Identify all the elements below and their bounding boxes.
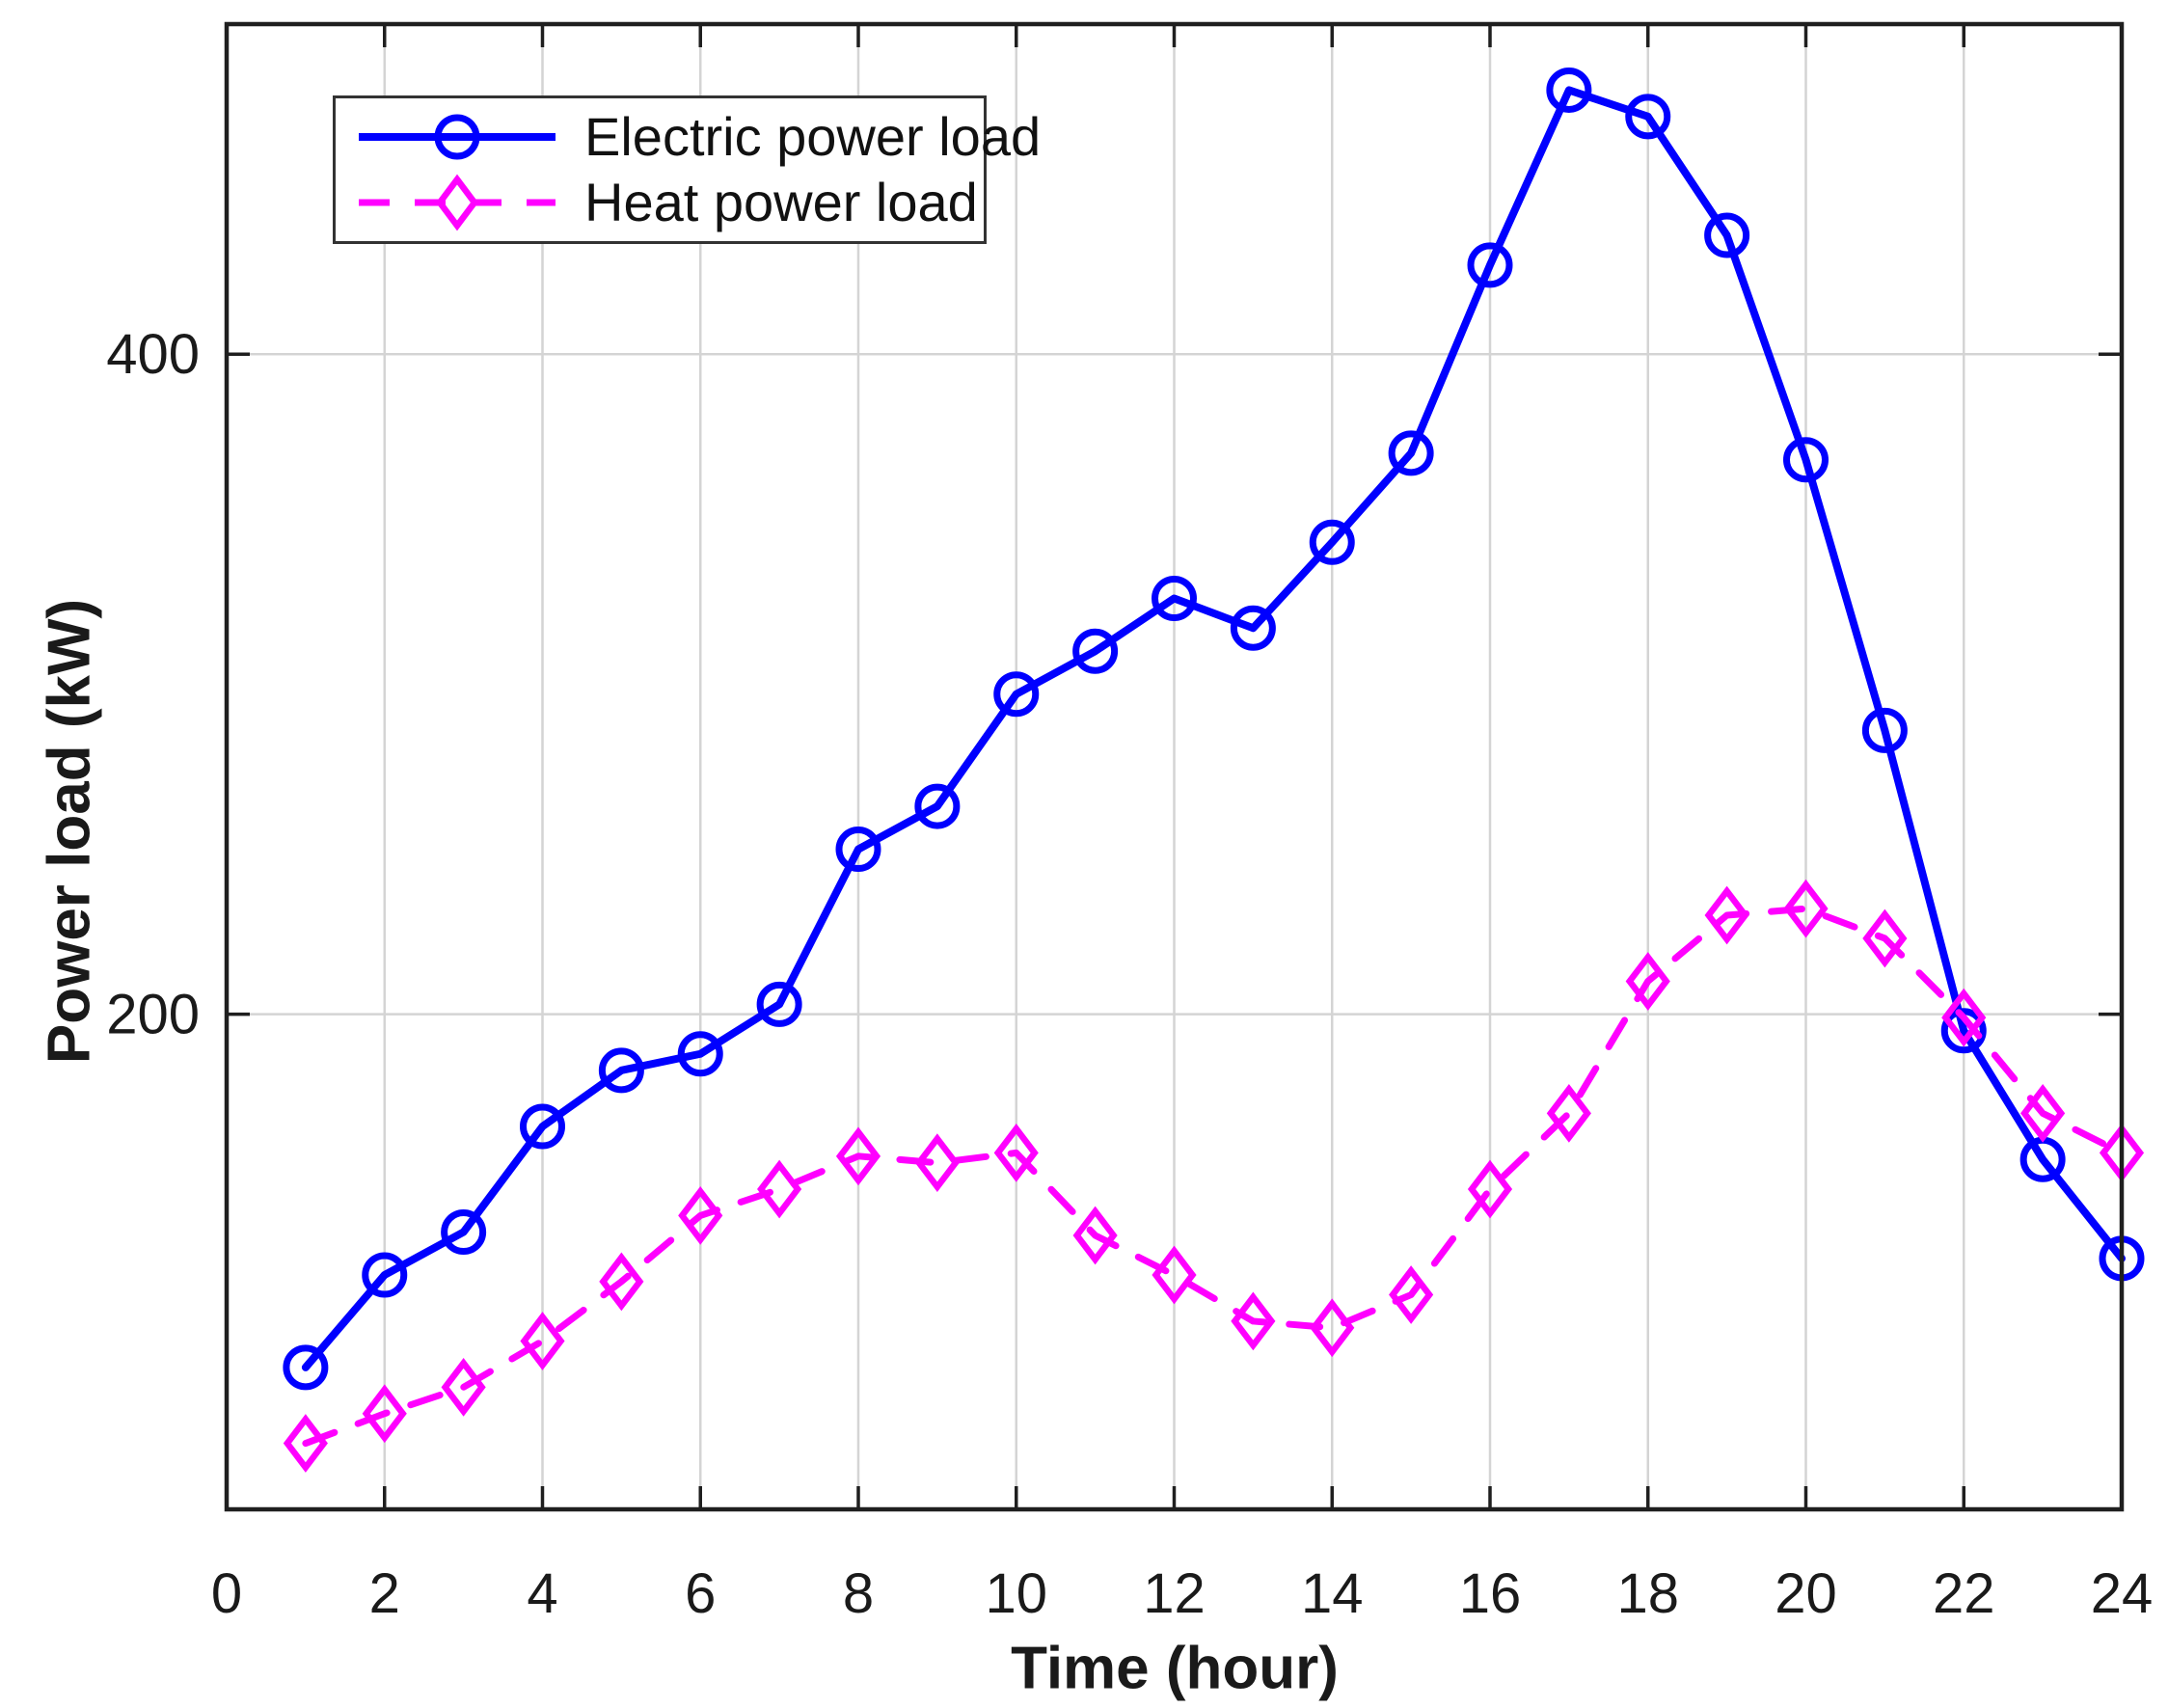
marker-circle bbox=[598, 1047, 644, 1094]
marker-diamond bbox=[2020, 1083, 2066, 1143]
y-axis-title: Power load (kW) bbox=[36, 598, 103, 1065]
marker-circle bbox=[1467, 242, 1513, 288]
x-tick-label: 16 bbox=[1459, 1562, 1522, 1625]
marker-circle bbox=[1230, 605, 1276, 651]
marker-diamond bbox=[520, 1312, 565, 1370]
legend: Electric power load Heat power load bbox=[333, 95, 1041, 244]
x-tick-label: 18 bbox=[1616, 1562, 1679, 1625]
marker-circle bbox=[1546, 67, 1592, 113]
x-tick-label: 6 bbox=[685, 1562, 716, 1625]
x-tick-label: 14 bbox=[1301, 1562, 1364, 1625]
marker-diamond bbox=[678, 1186, 723, 1245]
series-line-electric bbox=[301, 86, 2126, 1371]
legend-entry-electric: Electric power load bbox=[336, 106, 1041, 168]
marker-diamond bbox=[757, 1159, 802, 1219]
electric-line-sample-icon bbox=[359, 114, 556, 160]
marker-diamond bbox=[993, 1124, 1039, 1182]
marker-diamond bbox=[283, 1414, 328, 1473]
marker-diamond bbox=[1152, 1245, 1197, 1305]
marker-diamond bbox=[1389, 1265, 1434, 1324]
marker-diamond bbox=[441, 1358, 486, 1417]
marker-diamond bbox=[835, 1126, 881, 1186]
marker-diamond bbox=[1704, 885, 1749, 945]
marker-diamond bbox=[1310, 1298, 1355, 1358]
marker-diamond bbox=[362, 1384, 407, 1444]
x-tick-label: 2 bbox=[369, 1562, 400, 1625]
marker-circle bbox=[1152, 575, 1197, 621]
marker-circle bbox=[283, 1344, 329, 1391]
marker-circle bbox=[1861, 707, 1908, 753]
heat-line-sample-icon bbox=[359, 174, 556, 231]
y-tick-label: 200 bbox=[106, 984, 200, 1046]
marker-circle bbox=[1783, 437, 1829, 483]
marker-circle bbox=[756, 981, 802, 1027]
marker-circle bbox=[441, 1209, 487, 1256]
marker-circle bbox=[993, 671, 1040, 718]
x-tick-label: 8 bbox=[843, 1562, 874, 1625]
marker-diamond bbox=[1546, 1083, 1591, 1143]
x-tick-label: 4 bbox=[527, 1562, 557, 1625]
y-tick-label: 400 bbox=[106, 323, 200, 386]
x-tick-label: 22 bbox=[1933, 1562, 1995, 1625]
marker-circle bbox=[520, 1103, 565, 1150]
x-tick-label: 20 bbox=[1775, 1562, 1837, 1625]
legend-entry-heat: Heat power load bbox=[336, 172, 984, 233]
marker-diamond bbox=[1231, 1291, 1276, 1351]
marker-diamond bbox=[599, 1252, 644, 1312]
marker-diamond bbox=[1625, 952, 1670, 1011]
marker-diamond bbox=[1072, 1206, 1118, 1265]
marker-circle bbox=[914, 783, 961, 829]
marker-circle bbox=[1388, 430, 1434, 476]
marker-circle bbox=[835, 827, 881, 873]
marker-diamond bbox=[1862, 908, 1908, 968]
marker-diamond bbox=[1941, 988, 1987, 1047]
marker-circle bbox=[1940, 1008, 1987, 1054]
x-tick-label: 10 bbox=[985, 1562, 1047, 1625]
marker-circle bbox=[677, 1031, 723, 1077]
x-tick-label: 12 bbox=[1143, 1562, 1206, 1625]
marker-circle bbox=[1309, 519, 1355, 565]
marker-circle bbox=[1625, 94, 1671, 140]
series-line-heat bbox=[302, 905, 2126, 1448]
x-tick-label: 0 bbox=[211, 1562, 242, 1625]
marker-diamond bbox=[1467, 1159, 1513, 1219]
legend-label-electric: Electric power load bbox=[584, 106, 1042, 167]
marker-circle bbox=[1704, 212, 1750, 258]
marker-diamond bbox=[914, 1133, 960, 1193]
x-tick-label: 24 bbox=[2091, 1562, 2154, 1625]
legend-label-heat: Heat power load bbox=[584, 172, 978, 232]
marker-diamond bbox=[1783, 879, 1829, 938]
marker-circle bbox=[1072, 628, 1119, 674]
marker-circle bbox=[362, 1252, 408, 1298]
x-axis-title: Time (hour) bbox=[1011, 1635, 1339, 1702]
